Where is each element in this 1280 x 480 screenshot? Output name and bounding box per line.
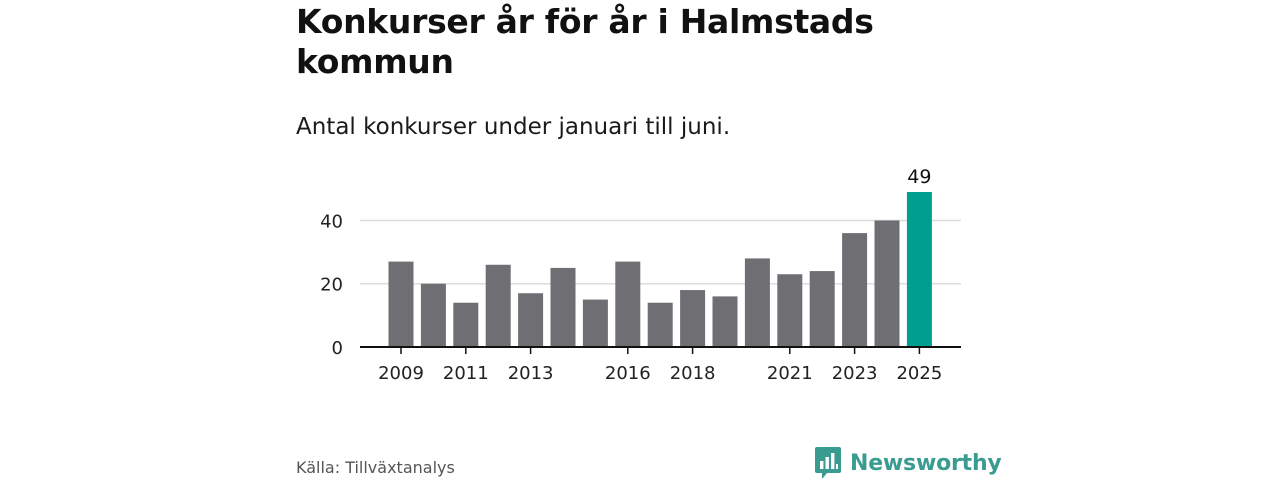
bar-2011 [453,302,479,347]
y-tick-label-0: 0 [332,338,343,359]
bar-2012 [485,264,511,347]
bar-2013 [518,293,544,347]
chart-subtitle: Antal konkurser under januari till juni. [296,114,731,140]
bar-2009 [388,261,414,347]
x-tick-label-2013: 2013 [508,363,554,384]
x-tick-label-2023: 2023 [832,363,878,384]
bar-2024 [874,220,900,347]
bar-2015 [582,299,608,347]
x-tick-label-2025: 2025 [896,363,942,384]
bar-chart: 0 20 40 2009 2011 2013 2016 2018 2021 2023 2025 49 [320,166,961,384]
bar-2018 [680,290,706,347]
brand-name: Newsworthy [850,450,1002,476]
bar-2023 [842,233,868,347]
bar-2017 [647,302,673,347]
bar-2019 [712,296,738,347]
chart-title: Konkurser år för år i Halmstads kommun [296,2,874,81]
x-tick-label-2021: 2021 [767,363,813,384]
brand-logo: Newsworthy [814,446,1002,480]
y-tick-label-20: 20 [320,275,343,296]
bar-chart-speech-bubble-icon [815,447,841,479]
x-tick-label-2009: 2009 [378,363,424,384]
x-tick-label-2011: 2011 [443,363,489,384]
source-note: Källa: Tillväxtanalys [296,458,455,477]
bar-2020 [744,258,770,347]
bar-2014 [550,267,576,347]
x-tick-label-2018: 2018 [670,363,716,384]
bar-2016 [615,261,641,347]
bar-2010 [420,283,446,347]
y-tick-label-40: 40 [320,211,343,232]
data-label-2025: 49 [907,166,931,188]
bar-2022 [809,271,835,347]
bar-2021 [777,274,803,347]
x-tick-label-2016: 2016 [605,363,651,384]
bar-2025 [906,192,932,347]
